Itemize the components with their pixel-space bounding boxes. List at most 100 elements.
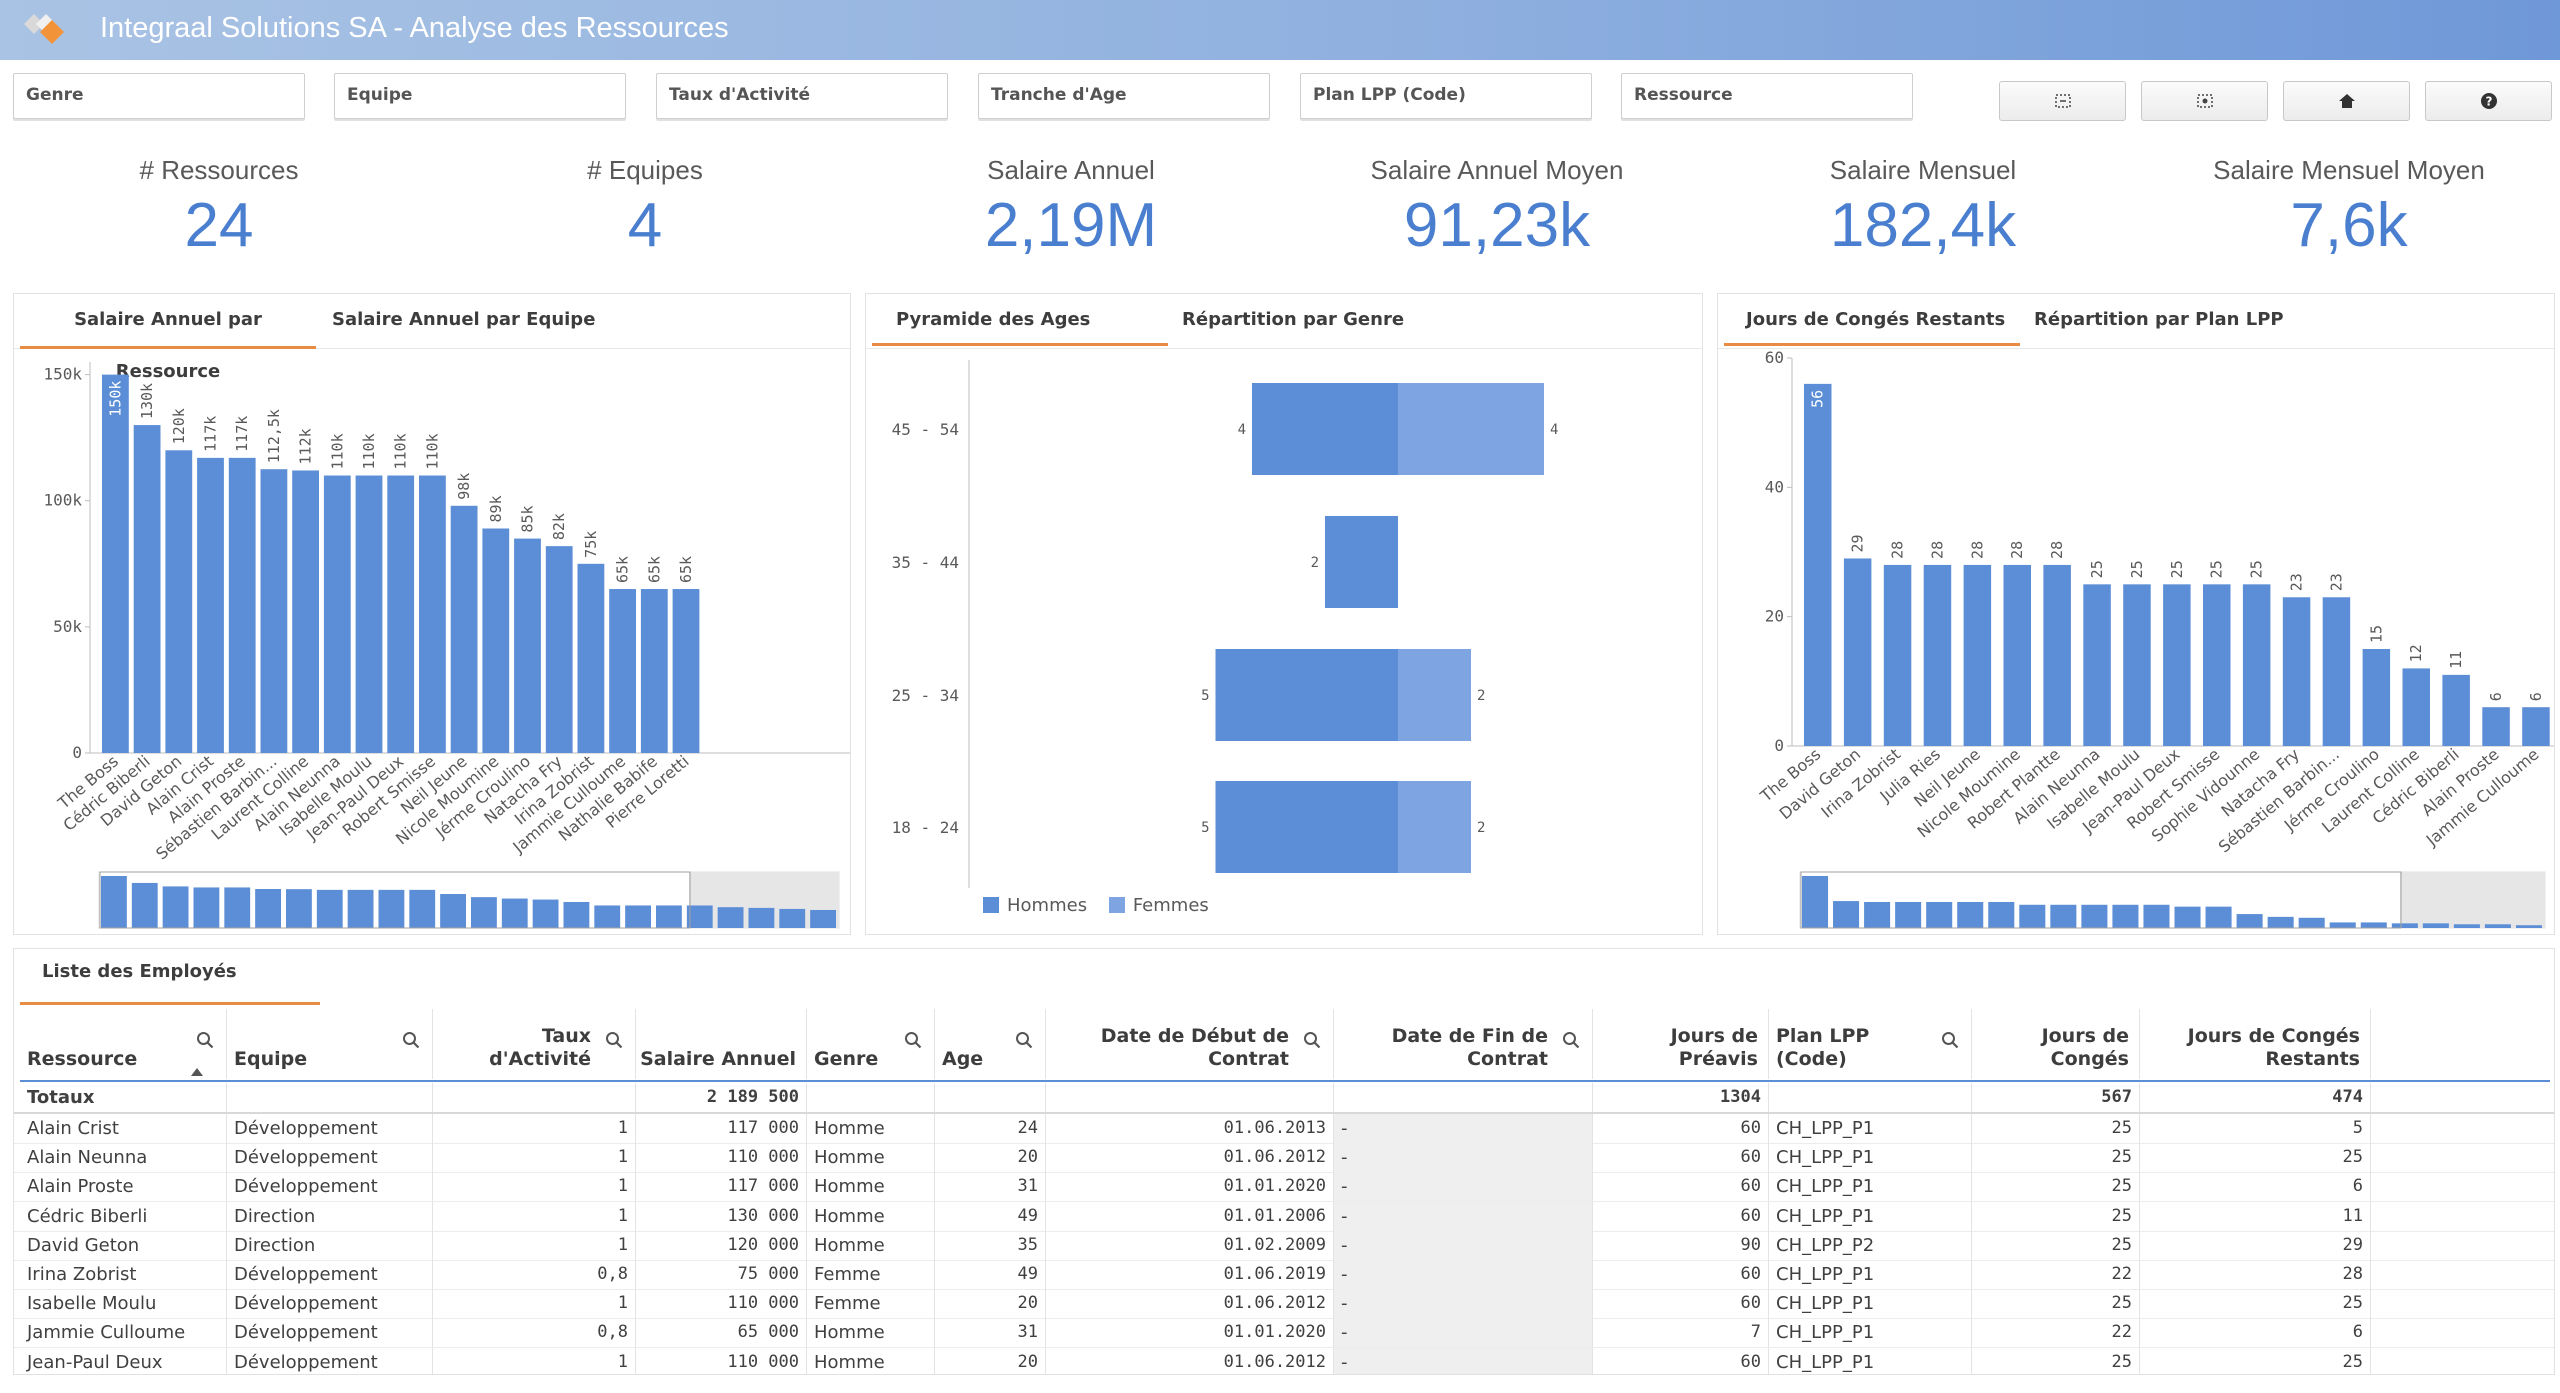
- kpi-salaire-annuel[interactable]: Salaire Annuel 2,19M: [858, 155, 1284, 261]
- bar[interactable]: [1843, 558, 1872, 746]
- bar-hommes[interactable]: [1215, 781, 1399, 873]
- bar[interactable]: [482, 528, 510, 753]
- home-button[interactable]: [2283, 81, 2410, 121]
- bar[interactable]: [1804, 383, 1832, 746]
- bar[interactable]: [672, 589, 700, 753]
- bar[interactable]: [450, 505, 478, 753]
- bar[interactable]: [2043, 564, 2071, 746]
- tab-jours-conges-restants[interactable]: Jours de Congés Restants: [1724, 294, 2020, 346]
- filter-genre[interactable]: Genre: [13, 73, 305, 119]
- search-icon[interactable]: [1015, 1031, 1033, 1049]
- filter-equipe[interactable]: Equipe: [334, 73, 626, 119]
- tab-salaire-par-equipe[interactable]: Salaire Annuel par Equipe: [332, 309, 596, 330]
- bar-hommes[interactable]: [1215, 649, 1399, 741]
- bar[interactable]: [1923, 564, 1952, 746]
- filter-ressource[interactable]: Ressource: [1621, 73, 1913, 119]
- minimap-viewport[interactable]: [1800, 871, 2402, 929]
- bar[interactable]: [2123, 584, 2151, 746]
- bar-femmes[interactable]: [1398, 383, 1544, 475]
- bar[interactable]: [1883, 564, 1912, 746]
- tab-salaire-par-ressource[interactable]: Salaire Annuel par Ressource: [20, 294, 316, 382]
- kpi-ressources[interactable]: # Ressources 24: [6, 155, 432, 261]
- bar[interactable]: [2083, 584, 2111, 746]
- search-icon[interactable]: [605, 1031, 623, 1049]
- column-header[interactable]: Ressource: [20, 1009, 227, 1079]
- bar[interactable]: [2163, 584, 2191, 746]
- clear-selections-button[interactable]: [1999, 81, 2126, 121]
- tab-repartition-par-genre[interactable]: Répartition par Genre: [1182, 309, 1405, 330]
- tab-pyramide-des-ages[interactable]: Pyramide des Ages: [872, 294, 1168, 346]
- table-row[interactable]: Jean-Paul Deux Développement 1 110 000 Homme…: [14, 1347, 2554, 1374]
- bar[interactable]: [1963, 564, 1992, 746]
- bar[interactable]: [2003, 564, 2032, 746]
- bar[interactable]: [514, 538, 541, 753]
- table-row[interactable]: Cédric Biberli Direction 1 130 000 Homme 49 01…: [14, 1201, 2554, 1232]
- kpi-salaire-mensuel[interactable]: Salaire Mensuel 182,4k: [1710, 155, 2136, 261]
- column-header[interactable]: Age: [935, 1009, 1046, 1079]
- filter-plan-lpp[interactable]: Plan LPP (Code): [1300, 73, 1592, 119]
- column-header[interactable]: Date de Début de Contrat: [1046, 1009, 1334, 1079]
- bar[interactable]: [292, 470, 319, 753]
- table-row[interactable]: Alain Neunna Développement 1 110 000 Homme 20…: [14, 1143, 2554, 1174]
- bar-femmes[interactable]: [1398, 649, 1471, 741]
- bar-hommes[interactable]: [1252, 383, 1398, 475]
- table-row[interactable]: Alain Proste Développement 1 117 000 Homme 31…: [14, 1172, 2554, 1203]
- kpi-salaire-annuel-moyen[interactable]: Salaire Annuel Moyen 91,23k: [1284, 155, 1710, 261]
- table-row[interactable]: Irina Zobrist Développement 0,8 75 000 Femme…: [14, 1260, 2554, 1290]
- search-icon[interactable]: [904, 1031, 922, 1049]
- bar[interactable]: [355, 475, 383, 753]
- bar[interactable]: [2242, 584, 2271, 746]
- search-icon[interactable]: [402, 1031, 420, 1049]
- bar[interactable]: [387, 475, 415, 753]
- column-header[interactable]: Equipe: [227, 1009, 433, 1079]
- bar[interactable]: [102, 374, 129, 753]
- column-header[interactable]: Date de Fin de Contrat: [1334, 1009, 1593, 1079]
- help-button[interactable]: ?: [2425, 81, 2552, 121]
- search-icon[interactable]: [1303, 1031, 1321, 1049]
- filter-taux-activite[interactable]: Taux d'Activité: [656, 73, 948, 119]
- search-icon[interactable]: [1941, 1031, 1959, 1049]
- bar[interactable]: [2282, 597, 2311, 746]
- column-header[interactable]: Plan LPP (Code): [1769, 1009, 1972, 1079]
- bar[interactable]: [133, 425, 161, 753]
- bar[interactable]: [2402, 668, 2431, 746]
- search-icon[interactable]: [196, 1031, 214, 1049]
- age-pyramid-chart[interactable]: 45 - 54 4 4 35 - 44 2 25 - 34 5 2 18 - 24 5 2: [866, 348, 1702, 934]
- kpi-equipes[interactable]: # Equipes 4: [432, 155, 858, 261]
- sort-ascending-icon[interactable]: [190, 1067, 204, 1077]
- bar[interactable]: [640, 589, 668, 753]
- table-row[interactable]: Jammie Culloume Développement 0,8 65 000 Hom…: [14, 1318, 2554, 1349]
- table-row[interactable]: David Geton Direction 1 120 000 Homme 35 01.02…: [14, 1230, 2554, 1261]
- bar[interactable]: [2322, 597, 2351, 746]
- bar[interactable]: [2442, 674, 2470, 746]
- column-header[interactable]: Jours de Congés: [1972, 1009, 2140, 1079]
- lasso-select-button[interactable]: [2141, 81, 2268, 121]
- kpi-salaire-mensuel-moyen[interactable]: Salaire Mensuel Moyen 7,6k: [2136, 155, 2560, 261]
- bar[interactable]: [197, 457, 224, 753]
- bar-femmes[interactable]: [1398, 781, 1471, 873]
- bar[interactable]: [577, 563, 605, 753]
- bar[interactable]: [609, 589, 636, 753]
- bar-hommes[interactable]: [1325, 516, 1398, 608]
- column-header[interactable]: Taux d'Activité: [433, 1009, 636, 1079]
- column-header[interactable]: Jours de Congés Restants: [2140, 1009, 2371, 1079]
- bar[interactable]: [2482, 707, 2510, 746]
- search-icon[interactable]: [1562, 1031, 1580, 1049]
- table-row[interactable]: Alain Crist Développement 1 117 000 Homme 24 0…: [14, 1114, 2554, 1144]
- tab-repartition-plan-lpp[interactable]: Répartition par Plan LPP: [2034, 309, 2284, 330]
- minimap-viewport[interactable]: [99, 871, 691, 929]
- bar[interactable]: [260, 469, 288, 753]
- bar[interactable]: [165, 450, 193, 753]
- bar[interactable]: [2522, 707, 2550, 746]
- bar[interactable]: [323, 475, 351, 753]
- column-header[interactable]: Jours de Préavis: [1593, 1009, 1769, 1079]
- bar[interactable]: [2362, 649, 2391, 746]
- column-header[interactable]: Salaire Annuel: [636, 1009, 807, 1079]
- bar[interactable]: [2203, 584, 2231, 746]
- bar[interactable]: [545, 546, 573, 753]
- filter-tranche-age[interactable]: Tranche d'Age: [978, 73, 1270, 119]
- bar[interactable]: [228, 457, 256, 753]
- bar[interactable]: [419, 475, 446, 753]
